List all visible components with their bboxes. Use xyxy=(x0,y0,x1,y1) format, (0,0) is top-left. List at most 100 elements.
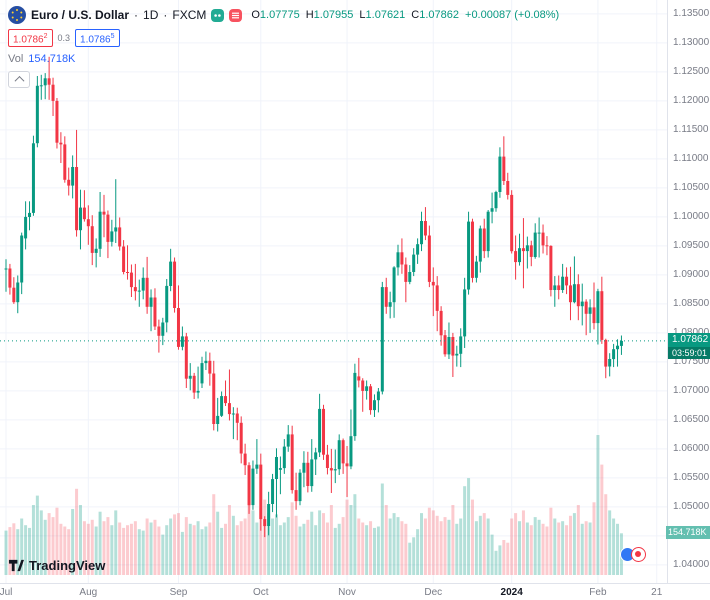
volume-bar xyxy=(35,495,39,575)
volume-bar xyxy=(165,525,169,575)
candle-body xyxy=(161,322,165,336)
candle-body xyxy=(51,84,55,101)
tradingview-logo[interactable]: TradingView xyxy=(8,557,105,573)
close-label: C xyxy=(411,9,420,21)
candle-body xyxy=(278,468,282,470)
volume-bar xyxy=(408,542,412,575)
volume-bar xyxy=(400,521,404,575)
visibility-icon[interactable] xyxy=(211,8,225,22)
candle-body xyxy=(329,468,333,471)
candle-body xyxy=(176,308,180,347)
volume-bar xyxy=(521,510,525,575)
candle-body xyxy=(302,462,306,473)
volume-bar xyxy=(525,522,529,575)
candle-body xyxy=(353,372,357,437)
volume-bar xyxy=(106,517,110,575)
candle-body xyxy=(184,336,188,379)
volume-bar xyxy=(220,527,224,575)
price-tick-label: 1.08500 xyxy=(673,297,710,309)
price-axis[interactable]: 1.13500 1.13000 1.12500 1.12000 1.11500 1.110… xyxy=(667,0,710,583)
volume-bar xyxy=(82,521,86,575)
candle-body xyxy=(243,453,247,466)
volume-bar xyxy=(470,499,474,575)
volume-bar xyxy=(98,511,102,575)
candle-body xyxy=(467,221,471,290)
candle-body xyxy=(298,472,302,502)
volume-bar xyxy=(216,511,220,575)
candle-body xyxy=(290,434,294,491)
candle-body xyxy=(94,248,98,253)
candle-body xyxy=(619,340,623,346)
candle-body xyxy=(149,297,153,307)
ask-button[interactable]: 1.07865 xyxy=(75,29,120,48)
volume-bar xyxy=(380,483,384,575)
volume-bar xyxy=(20,518,24,575)
price-tick-label: 1.11000 xyxy=(673,152,709,164)
menu-icon[interactable] xyxy=(229,8,243,22)
volume-bar xyxy=(43,519,47,575)
exchange-label[interactable]: FXCM xyxy=(172,8,207,22)
volume-bar xyxy=(329,505,333,575)
reaction-bubbles xyxy=(620,547,646,562)
volume-bar xyxy=(565,525,569,575)
volume-bar xyxy=(71,509,75,575)
volume-bar xyxy=(263,499,267,575)
volume-bar xyxy=(47,513,51,575)
volume-bar xyxy=(63,526,67,575)
candle-body xyxy=(173,261,177,308)
volume-bar xyxy=(561,521,565,575)
candlestick-chart[interactable] xyxy=(0,0,668,583)
symbol-title[interactable]: Euro / U.S. Dollar xyxy=(31,8,130,22)
volume-bar xyxy=(357,518,361,575)
candle-body xyxy=(521,248,525,252)
volume-bar xyxy=(184,517,188,575)
candle-body xyxy=(435,285,439,311)
volume-bar xyxy=(439,521,443,575)
candle-body xyxy=(596,291,600,324)
candle-body xyxy=(208,360,212,374)
red-mood-bubble-icon[interactable] xyxy=(631,547,646,562)
candle-body xyxy=(600,291,604,340)
time-axis[interactable]: Jul Aug Sep Oct Nov Dec 2024 Feb 21 xyxy=(0,583,710,600)
volume-bar xyxy=(604,494,608,575)
time-tick-label: Sep xyxy=(169,587,188,598)
candle-body xyxy=(47,78,51,85)
interval-label[interactable]: 1D xyxy=(143,8,159,22)
volume-bar xyxy=(267,513,271,575)
candle-body xyxy=(55,100,59,143)
bid-button[interactable]: 1.07862 xyxy=(8,29,53,48)
candle-body xyxy=(388,302,392,307)
volume-bar xyxy=(28,527,32,575)
chevron-up-icon xyxy=(14,76,24,87)
volume-bar xyxy=(333,527,337,575)
candle-body xyxy=(212,373,216,424)
volume-bar xyxy=(133,521,137,575)
candle-body xyxy=(239,422,243,454)
candle-body xyxy=(408,272,412,282)
volume-bar xyxy=(8,527,12,575)
candle-body xyxy=(333,469,337,471)
candle-body xyxy=(59,142,63,145)
volume-bar xyxy=(239,521,243,575)
candle-body xyxy=(561,276,565,290)
candle-body xyxy=(75,167,79,231)
volume-bar xyxy=(423,518,427,575)
candle-body xyxy=(541,232,545,246)
candle-body xyxy=(592,307,596,324)
candle-body xyxy=(470,221,474,278)
candle-body xyxy=(482,228,486,252)
volume-bar xyxy=(322,513,326,575)
candle-body xyxy=(259,464,263,520)
volume-bar xyxy=(451,505,455,575)
candle-body xyxy=(63,144,67,180)
volume-bar xyxy=(353,494,357,575)
candle-body xyxy=(196,390,200,393)
volume-bar xyxy=(235,525,239,575)
volume-indicator-label: Vol xyxy=(8,53,24,66)
volume-bar xyxy=(243,518,247,575)
current-price-label: 1.07862 03:59:01 xyxy=(668,332,710,359)
volume-bar xyxy=(39,510,43,575)
candle-body xyxy=(431,281,435,286)
candle-body xyxy=(337,440,341,470)
collapse-legend-button[interactable] xyxy=(8,71,30,89)
